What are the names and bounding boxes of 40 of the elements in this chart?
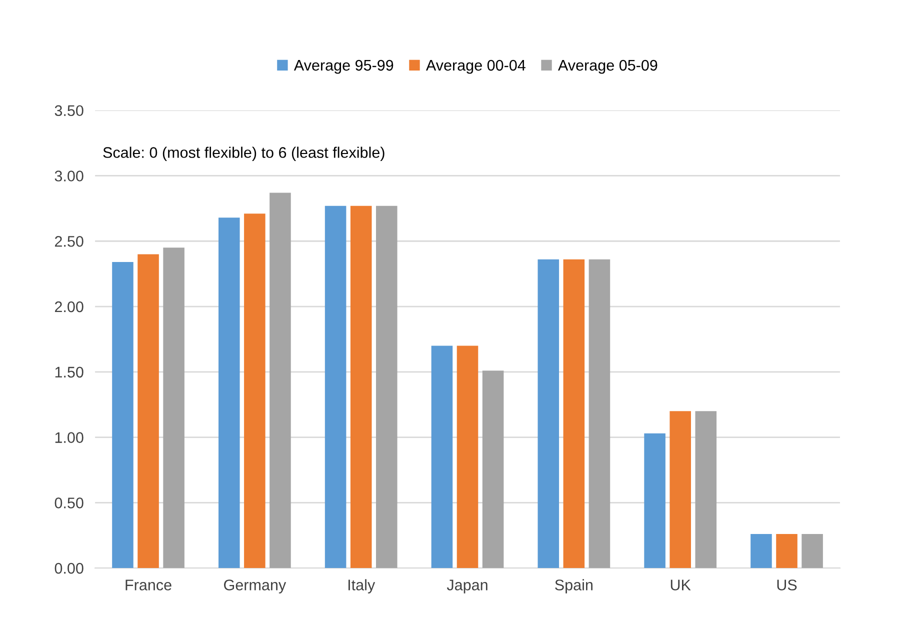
bar [138,254,159,568]
bar [350,206,372,568]
bar [112,262,134,568]
bar [776,534,798,568]
x-tick-label: US [777,580,797,590]
y-tick-label: 0.50 [54,498,84,508]
legend-label: Average 05-09 [558,60,658,74]
bar [538,259,560,568]
x-tick-label: Spain [555,579,592,594]
y-tick-label: 2.00 [54,301,84,312]
bar [482,370,504,568]
bar [163,248,184,568]
y-tick-label: 3.50 [54,105,84,116]
legend-label: Average 95-99 [294,60,394,74]
bar [244,214,266,568]
y-tick-label: 3.00 [54,170,84,182]
x-tick-label: UK [670,580,691,590]
bar [324,206,346,568]
bar [270,192,291,568]
bar [376,206,398,568]
y-tick-label: 2.50 [54,236,84,247]
bar [431,346,453,568]
bar [218,218,240,568]
annotation: Scale: 0 (most flexible) to 6 (least flexible) [103,146,384,161]
bar [456,346,478,568]
x-tick-label: France [126,580,172,590]
bar [588,259,610,568]
bar [750,534,772,568]
bar [802,534,823,568]
bar [670,411,691,568]
y-tick-label: 0.00 [54,562,84,574]
x-tick-label: Japan [446,580,488,594]
bar [695,411,717,568]
legend-label: Average 00-04 [426,60,526,74]
y-tick-label: 1.50 [55,366,84,378]
bar [644,433,666,568]
bar [563,259,585,568]
x-tick-label: Germany [224,580,286,594]
x-tick-label: Italy [348,579,376,594]
y-tick-label: 1.00 [55,432,84,443]
